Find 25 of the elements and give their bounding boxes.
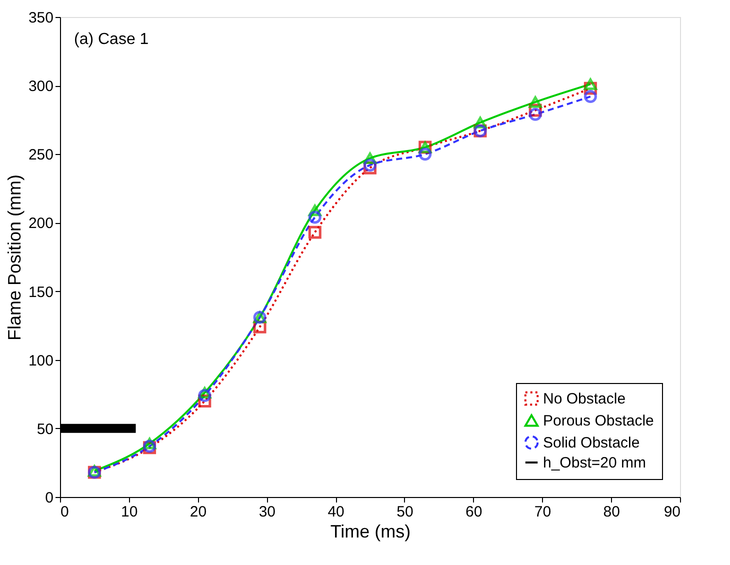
y-tick-label: 100 [28, 352, 54, 370]
x-tick-label: 80 [603, 504, 620, 520]
x-tick-label: 10 [121, 504, 138, 520]
legend-label: Solid Obstacle [543, 434, 640, 452]
x-axis-title: Time (ms) [330, 522, 411, 542]
x-tick-label: 50 [396, 504, 414, 520]
x-tick-label: 90 [664, 504, 680, 520]
annotation: (a) Case 1 [74, 31, 149, 48]
x-tick-label: 20 [190, 504, 207, 520]
legend-label: Porous Obstacle [543, 412, 654, 430]
x-tick-label: 30 [258, 504, 276, 520]
y-tick-label: 250 [28, 146, 54, 164]
y-tick-label: 350 [28, 10, 54, 26]
x-tick-label: 70 [534, 504, 552, 520]
legend-label: h_Obst=20 mm [543, 454, 646, 472]
y-axis-title: Flame Position (mm) [4, 174, 24, 341]
x-tick-label: 40 [328, 504, 344, 520]
y-tick-label: 0 [45, 490, 54, 506]
x-tick-label: 0 [60, 504, 69, 520]
y-tick-label: 300 [28, 78, 54, 96]
y-tick-label: 50 [36, 420, 54, 438]
y-tick-label: 150 [28, 284, 54, 301]
legend-label: No Obstacle [543, 390, 626, 408]
y-tick-label: 200 [28, 215, 54, 232]
x-tick-label: 60 [465, 504, 482, 520]
